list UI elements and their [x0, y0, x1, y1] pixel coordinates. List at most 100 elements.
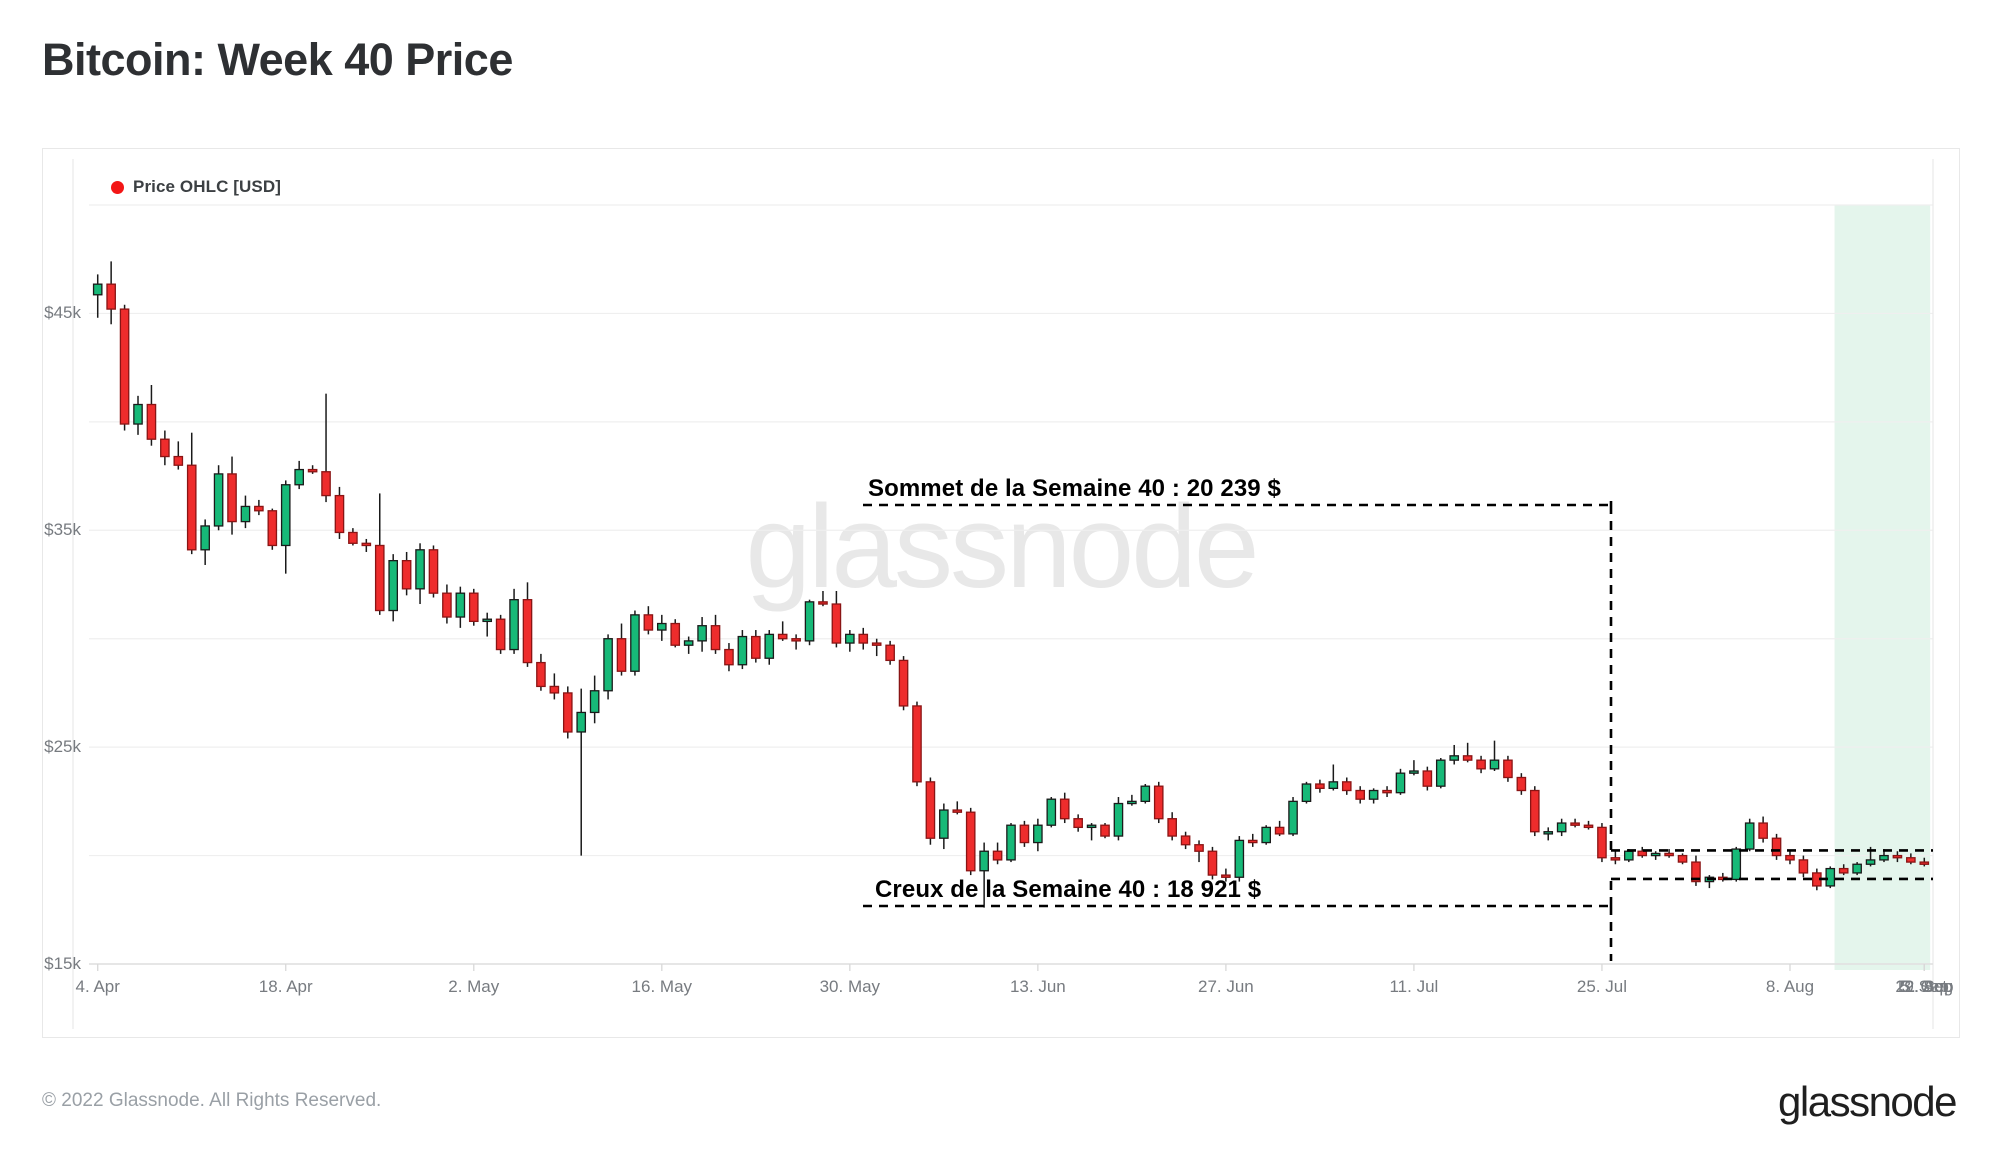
- candle: [1704, 875, 1715, 889]
- candle: [1503, 755, 1513, 782]
- candle: [415, 543, 425, 605]
- candle: [213, 465, 224, 531]
- candle: [267, 508, 278, 550]
- candle-body: [1879, 854, 1889, 861]
- candle: [254, 499, 264, 516]
- low-annotation-label: Creux de la Semaine 40 : 18 921 $: [875, 876, 1262, 903]
- candle: [1489, 740, 1500, 771]
- candle-body: [173, 455, 184, 466]
- candle-body: [1194, 844, 1204, 852]
- candle-body: [1744, 822, 1755, 850]
- candle: [1194, 840, 1204, 863]
- candle-body: [952, 809, 963, 813]
- candle: [643, 606, 654, 635]
- candle-body: [1852, 863, 1862, 874]
- x-axis-tick-label: 5. Sep: [1899, 977, 1949, 996]
- candle-body: [1247, 839, 1258, 844]
- candle-body: [1556, 822, 1567, 833]
- candle: [576, 688, 587, 856]
- candle-body: [992, 850, 1003, 861]
- candle: [1140, 784, 1151, 804]
- candle: [119, 304, 130, 431]
- candle: [871, 638, 882, 657]
- y-axis-tick-label: $35k: [44, 520, 81, 540]
- candle: [549, 673, 560, 700]
- candle: [1650, 851, 1661, 860]
- y-axis-tick-label: $15k: [44, 954, 81, 973]
- candle-body: [1422, 770, 1433, 787]
- candle: [1462, 742, 1473, 763]
- candle: [348, 528, 358, 546]
- candle: [939, 803, 949, 850]
- candle-body: [724, 648, 734, 666]
- candle-body: [764, 633, 775, 659]
- candle: [1583, 820, 1594, 830]
- x-axis-tick-label: 22. Aug: [1895, 977, 1954, 996]
- candle-body: [307, 468, 318, 473]
- candle: [1153, 781, 1164, 824]
- candle: [240, 495, 251, 529]
- candle-body: [1019, 824, 1030, 844]
- candle-body: [1570, 822, 1580, 826]
- candle-body: [92, 283, 103, 296]
- candle: [630, 610, 640, 676]
- candle: [1100, 823, 1110, 839]
- candle: [737, 630, 748, 670]
- candle: [522, 582, 533, 667]
- candle: [482, 612, 493, 637]
- footer-copyright: © 2022 Glassnode. All Rights Reserved.: [42, 1090, 382, 1111]
- candle-body: [885, 644, 895, 662]
- candle-body: [1610, 857, 1621, 861]
- candle-body: [1664, 852, 1674, 857]
- candle-body: [1395, 772, 1406, 794]
- candle: [831, 591, 842, 648]
- candle-body: [1274, 826, 1285, 835]
- candle: [965, 807, 976, 876]
- chart-legend[interactable]: Price OHLC [USD]: [111, 177, 281, 197]
- candle-body: [133, 403, 143, 425]
- candle-body: [1597, 826, 1607, 859]
- candle: [133, 395, 143, 435]
- candle-body: [106, 283, 116, 310]
- candle-body: [536, 661, 546, 688]
- x-axis-tick-label: 3. Oct: [1901, 977, 1947, 996]
- candle: [804, 599, 815, 646]
- candle: [1207, 846, 1218, 880]
- week40-highlight-band: [1834, 205, 1931, 970]
- candle-body: [334, 494, 345, 534]
- candle: [1368, 788, 1379, 804]
- candle: [1449, 744, 1460, 765]
- candle: [1274, 820, 1285, 837]
- x-axis-tick-label: 4. Apr: [75, 977, 120, 996]
- candle: [1113, 797, 1124, 841]
- candle-body: [240, 505, 251, 523]
- candle: [294, 460, 304, 490]
- x-axis-tick-label: 30. May: [819, 977, 881, 996]
- candle-body: [254, 505, 264, 512]
- candle: [509, 588, 519, 654]
- candle: [1127, 794, 1137, 806]
- candle: [885, 640, 895, 665]
- candle-body: [1153, 785, 1164, 820]
- candle-body: [925, 781, 936, 839]
- candle-body: [1355, 789, 1366, 800]
- candle: [1825, 866, 1836, 889]
- candle-body: [1073, 818, 1083, 829]
- candle: [764, 630, 775, 665]
- candlestick-chart: [72, 159, 1934, 1029]
- candle: [1556, 818, 1567, 837]
- candle-body: [1409, 770, 1419, 774]
- candle-body: [1207, 850, 1218, 876]
- candle-body: [348, 531, 358, 544]
- candle-body: [495, 618, 506, 651]
- candle: [186, 432, 197, 555]
- candle-body: [1221, 874, 1231, 878]
- candle: [818, 591, 828, 607]
- candle: [536, 653, 546, 691]
- candle-body: [576, 711, 587, 733]
- candle: [307, 465, 318, 474]
- candle: [1838, 864, 1849, 876]
- candle: [1597, 823, 1607, 863]
- candle: [912, 701, 922, 787]
- candle: [1059, 792, 1070, 824]
